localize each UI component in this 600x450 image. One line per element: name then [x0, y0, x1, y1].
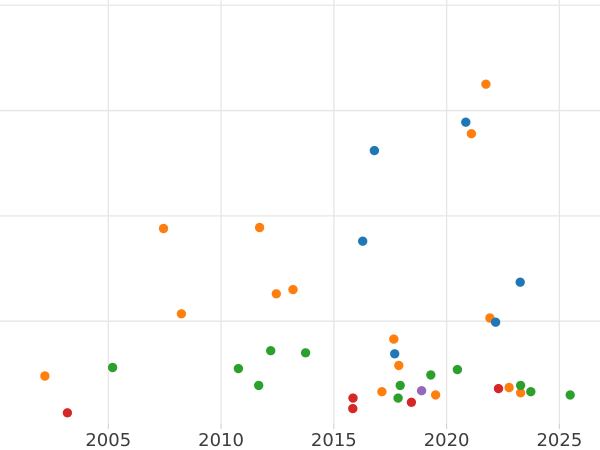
data-point-red	[348, 403, 358, 414]
data-point-orange	[271, 289, 281, 299]
data-point-blue	[515, 277, 525, 287]
data-point-blue	[358, 236, 368, 246]
data-point-green	[426, 370, 436, 380]
data-point-orange	[288, 284, 298, 295]
data-point-red	[406, 397, 417, 407]
data-point-green	[565, 390, 575, 400]
data-point-orange	[176, 309, 187, 319]
data-point-blue	[390, 349, 400, 359]
data-point-purple	[416, 386, 427, 396]
data-point-orange	[158, 223, 169, 234]
data-point-orange	[515, 388, 526, 398]
x-tick-label: 2005	[85, 430, 131, 450]
data-point-green	[254, 380, 264, 391]
data-point-orange	[481, 79, 491, 89]
data-point-green	[526, 387, 536, 397]
data-point-red	[62, 408, 73, 418]
data-point-green	[266, 346, 276, 356]
data-point-red	[493, 383, 504, 394]
data-point-orange	[40, 371, 50, 381]
data-point-green	[107, 362, 118, 373]
x-tick-label: 2010	[198, 430, 244, 450]
data-point-green	[452, 364, 463, 375]
data-point-orange	[504, 382, 514, 393]
data-point-orange	[466, 129, 477, 139]
data-point-orange	[430, 390, 441, 400]
data-point-orange	[254, 222, 265, 233]
data-point-green	[393, 393, 403, 403]
data-point-orange	[394, 360, 404, 371]
data-point-blue	[490, 317, 501, 327]
x-tick-label: 2020	[424, 430, 470, 450]
data-point-green	[233, 363, 244, 374]
data-point-green	[300, 348, 311, 358]
x-tick-label: 2025	[536, 430, 582, 450]
data-point-blue	[461, 117, 471, 127]
data-point-red	[348, 393, 358, 403]
data-point-green	[515, 380, 526, 391]
data-point-blue	[369, 145, 380, 156]
data-point-orange	[389, 334, 399, 344]
x-tick-label: 2015	[311, 430, 357, 450]
data-point-orange	[377, 387, 387, 397]
data-point-green	[395, 380, 405, 391]
